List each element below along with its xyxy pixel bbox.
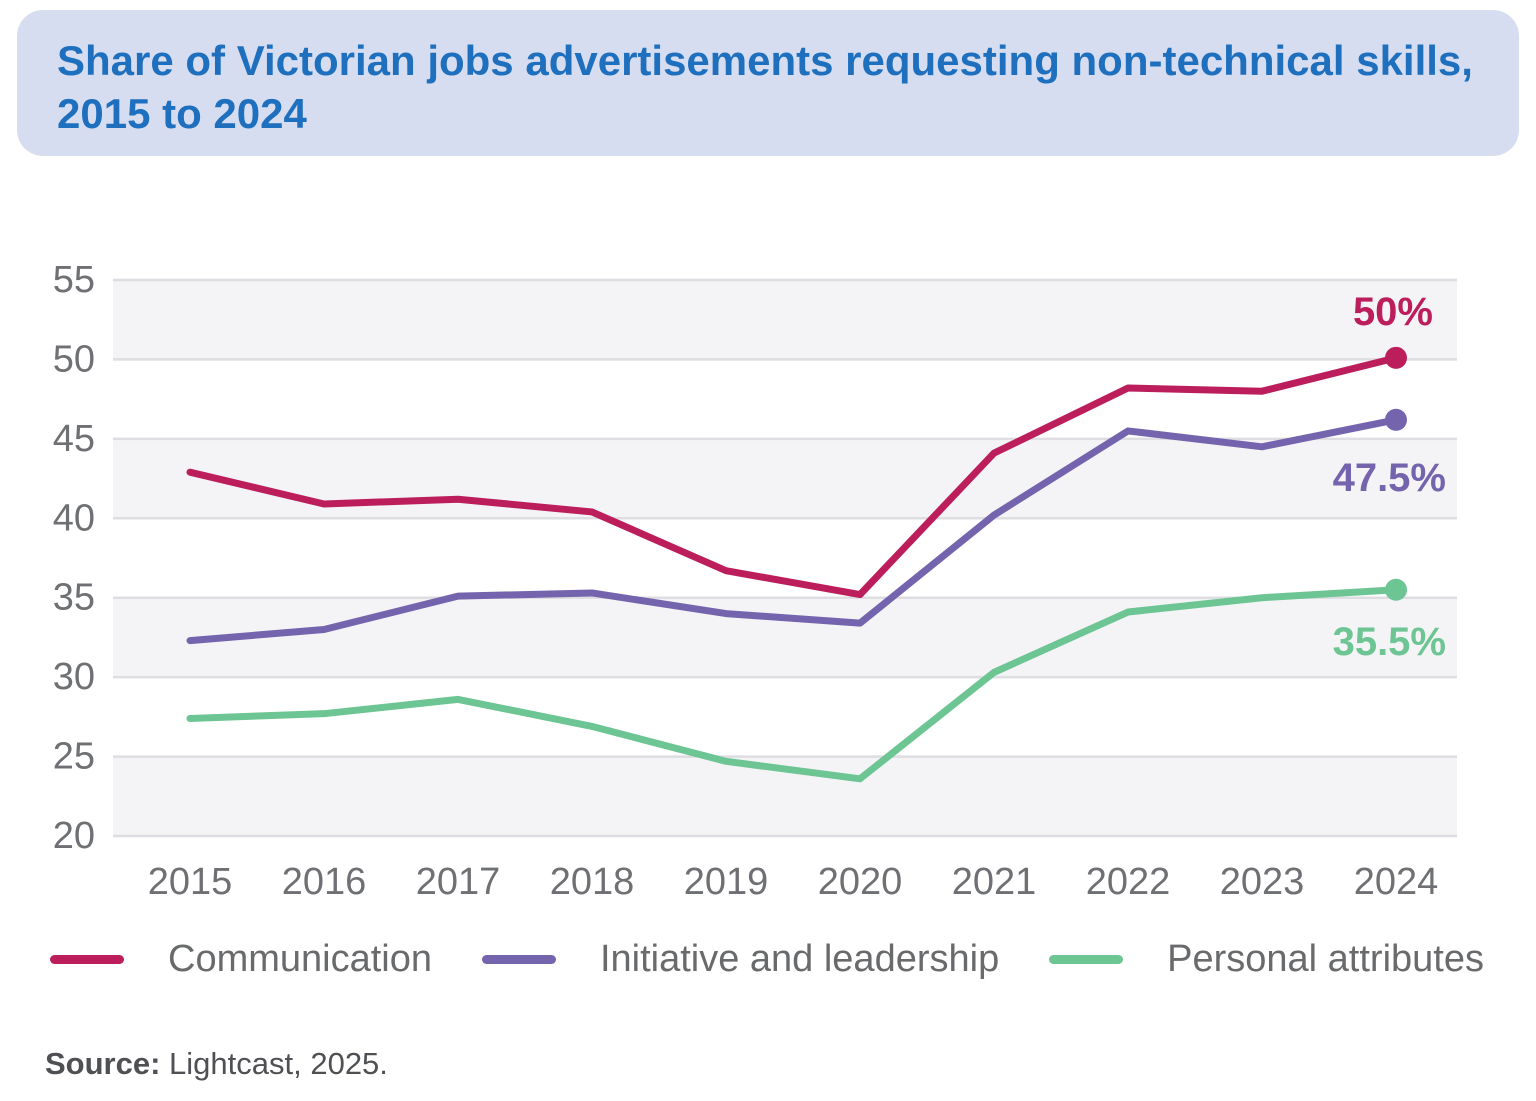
end-label-personal-attributes: 35.5% — [1333, 620, 1446, 664]
plot-band — [113, 280, 1457, 360]
series-line-communication — [186, 354, 1400, 599]
x-tick-label: 2017 — [416, 861, 501, 903]
y-tick-label: 35 — [53, 577, 95, 619]
series-line-initiative-and-leadership — [186, 416, 1400, 645]
chart-title-panel: Share of Victorian jobs advertisements r… — [17, 10, 1519, 156]
y-tick-label: 30 — [53, 656, 95, 698]
y-tick-label: 25 — [53, 736, 95, 778]
end-dot-communication — [1385, 346, 1407, 369]
x-tick-label: 2018 — [550, 861, 635, 903]
legend-item-personal-attributes: Personal attributes — [1049, 938, 1484, 981]
y-tick-label: 20 — [53, 815, 95, 857]
legend-label-communication: Communication — [168, 938, 432, 980]
x-tick-label: 2023 — [1220, 861, 1305, 903]
y-tick-label: 40 — [53, 497, 95, 539]
line-chart: 20 25 30 35 40 45 50 55 2015 2016 2017 2018 2019 2020… — [53, 259, 1457, 903]
x-tick-label: 2015 — [148, 861, 233, 903]
legend-item-communication: Communication — [50, 938, 432, 981]
source-note: Source: Lightcast, 2025. — [45, 1046, 388, 1082]
y-tick-label: 50 — [53, 338, 95, 380]
end-label-communication: 50% — [1353, 290, 1433, 334]
end-dot-personal-attributes — [1385, 578, 1407, 601]
x-tick-label: 2019 — [684, 861, 769, 903]
x-tick-label: 2024 — [1354, 861, 1439, 903]
source-label: Source: — [45, 1046, 161, 1081]
x-tick-label: 2016 — [282, 861, 367, 903]
plot-band — [113, 597, 1457, 678]
chart-title: Share of Victorian jobs advertisements r… — [57, 37, 1473, 137]
legend-swatch-initiative-and-leadership — [481, 955, 556, 964]
legend-item-initiative-and-leadership: Initiative and leadership — [481, 938, 1000, 981]
y-tick-label: 55 — [53, 259, 95, 301]
x-tick-label: 2022 — [1086, 861, 1171, 903]
x-tick-label: 2021 — [952, 861, 1037, 903]
series-line-personal-attributes — [186, 586, 1400, 783]
plot-band — [113, 438, 1457, 519]
legend-label-personal-attributes: Personal attributes — [1167, 938, 1484, 980]
x-tick-label: 2020 — [818, 861, 903, 903]
legend-swatch-communication — [50, 955, 124, 964]
end-label-initiative-and-leadership: 47.5% — [1333, 456, 1446, 500]
legend-swatch-personal-attributes — [1049, 955, 1124, 964]
chart-legend: Communication Initiative and leadership … — [0, 938, 1536, 981]
legend-label-initiative-and-leadership: Initiative and leadership — [599, 938, 1000, 980]
y-tick-label: 45 — [53, 418, 95, 460]
source-text: Lightcast, 2025. — [160, 1046, 388, 1081]
end-dot-initiative-and-leadership — [1385, 408, 1407, 431]
